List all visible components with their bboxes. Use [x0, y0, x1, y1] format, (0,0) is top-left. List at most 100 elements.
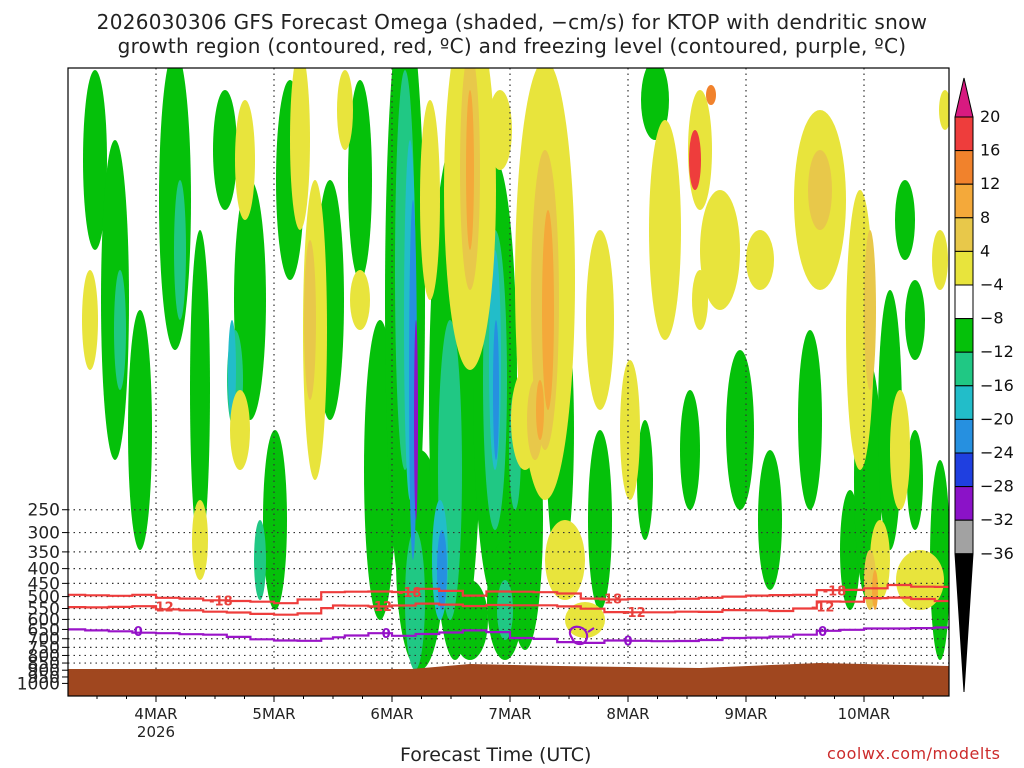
colorbar-segment: [954, 385, 974, 420]
omega-yellow-cell: [620, 360, 640, 500]
colorbar-segment: [954, 217, 974, 252]
surface-band: [68, 669, 949, 696]
omega-orange-cell: [536, 380, 544, 440]
omega-blue-cell: [437, 530, 447, 610]
y-tick-label: 750: [28, 638, 60, 658]
colorbar-label: −8: [980, 309, 1004, 328]
surface-band-top: [68, 663, 949, 672]
omega-purple-cell: [414, 320, 418, 520]
colorbar-label: −24: [980, 443, 1014, 462]
colorbar-segment: [954, 418, 974, 454]
omega-shading: [82, 68, 949, 670]
omega-red-cell: [689, 130, 701, 190]
colorbar-label: 8: [980, 208, 990, 227]
y-tick-label: 300: [28, 524, 60, 544]
omega-green-cell: [588, 430, 612, 610]
y-tick-label: 800: [28, 646, 60, 666]
x-tick-label: 5MAR: [252, 705, 295, 723]
colorbar-label: 12: [980, 174, 1000, 193]
omega-green-cell: [213, 90, 237, 210]
omega-green-cell: [190, 230, 210, 550]
contour-loop: [568, 625, 595, 646]
omega-green-cell: [128, 310, 152, 550]
contour-label: 0: [623, 634, 632, 649]
omega-yellow-cell: [235, 100, 255, 220]
y-tick-label: 400: [28, 560, 60, 580]
omega-yellow-cell: [746, 230, 774, 290]
omega-yellow-cell: [420, 100, 440, 300]
colorbar-segment: [954, 318, 974, 353]
omega-light-orange-cell: [864, 230, 876, 390]
colorbar-label: −20: [980, 409, 1014, 428]
omega-teal-cell: [174, 180, 186, 320]
omega-yellow-cell: [939, 90, 949, 130]
y-tick-label: 350: [28, 543, 60, 563]
omega-blue-cell: [493, 320, 499, 460]
omega-yellow-cell: [337, 70, 353, 150]
colorbar-segment: [954, 150, 974, 185]
y-tick-label: 700: [28, 630, 60, 650]
omega-green-cell: [798, 330, 822, 510]
omega-teal-cell: [254, 520, 266, 600]
contours: [68, 583, 949, 646]
contour-label: 0: [818, 625, 827, 640]
colorbar-arrow-top: [954, 77, 974, 118]
omega-light-orange-cell: [808, 150, 832, 230]
colorbar-label: −36: [980, 544, 1014, 563]
omega-yellow-cell: [290, 68, 310, 230]
contour-label: -12: [811, 600, 835, 615]
omega-yellow-cell: [890, 390, 910, 510]
omega-orange-cell: [466, 90, 474, 250]
credit-text: coolwx.com/modelts: [827, 744, 1001, 763]
omega-green-cell: [758, 450, 782, 590]
y-tick-label: 650: [28, 620, 60, 640]
y-tick-label: 900: [28, 661, 60, 681]
contour-labels: -18-18 -18-18-12 -12 -12 -120 0 00: [134, 584, 846, 649]
y-tick-label: 450: [28, 574, 60, 594]
contour-label: -18: [209, 594, 233, 609]
chart-title-line1: 2026030306 GFS Forecast Omega (shaded, −…: [96, 10, 928, 34]
plot-frame: [67, 67, 950, 697]
omega-yellow-cell: [649, 120, 681, 340]
omega-yellow-cell: [586, 230, 614, 410]
x-tick-label: 4MAR: [134, 705, 177, 723]
omega-yellow-cell: [700, 190, 740, 310]
omega-yellow-cell: [896, 550, 944, 610]
x-tick-label: 8MAR: [606, 705, 649, 723]
x-tick-sublabel: 2026: [137, 723, 175, 741]
colorbar-label: 16: [980, 141, 1000, 160]
omega-green-cell: [348, 80, 372, 280]
contour-label: -12: [368, 600, 392, 615]
contour-line: [68, 596, 949, 616]
contour-line: [68, 583, 949, 605]
colorbar-segment: [954, 284, 974, 320]
omega-yellow-cell: [932, 230, 948, 290]
contour-line: [68, 626, 949, 644]
x-tick-label: 9MAR: [724, 705, 767, 723]
colorbar-segment: [954, 519, 974, 555]
y-axis: 250 3003504004505005506006507007508008509…: [17, 501, 68, 694]
contour-label: -12: [622, 606, 646, 621]
x-tick-label: 6MAR: [370, 705, 413, 723]
x-tick-label: 10MAR: [838, 705, 891, 723]
omega-green-cell: [680, 390, 700, 510]
omega-yellow-cell: [692, 270, 708, 330]
chart-title-line2: growth region (contoured, red, ºC) and f…: [117, 34, 907, 58]
omega-green-cell: [726, 350, 754, 510]
omega-green-cell: [159, 68, 191, 350]
omega-teal-cell: [497, 580, 513, 640]
contour-label: 0: [382, 627, 391, 642]
y-tick-label: 850: [28, 654, 60, 674]
omega-yellow-cell: [192, 500, 208, 580]
y-tick-label: 950: [28, 668, 60, 688]
contour-label: -18: [398, 586, 422, 601]
y-tick-label: 1000: [17, 674, 60, 694]
omega-yellow-cell: [82, 270, 98, 370]
omega-green-cell: [905, 280, 925, 360]
y-tick-label: 250: [28, 501, 60, 521]
colorbar-label: −28: [980, 477, 1014, 496]
omega-yellow-cell: [545, 520, 585, 600]
omega-yellow-cell: [488, 90, 512, 170]
